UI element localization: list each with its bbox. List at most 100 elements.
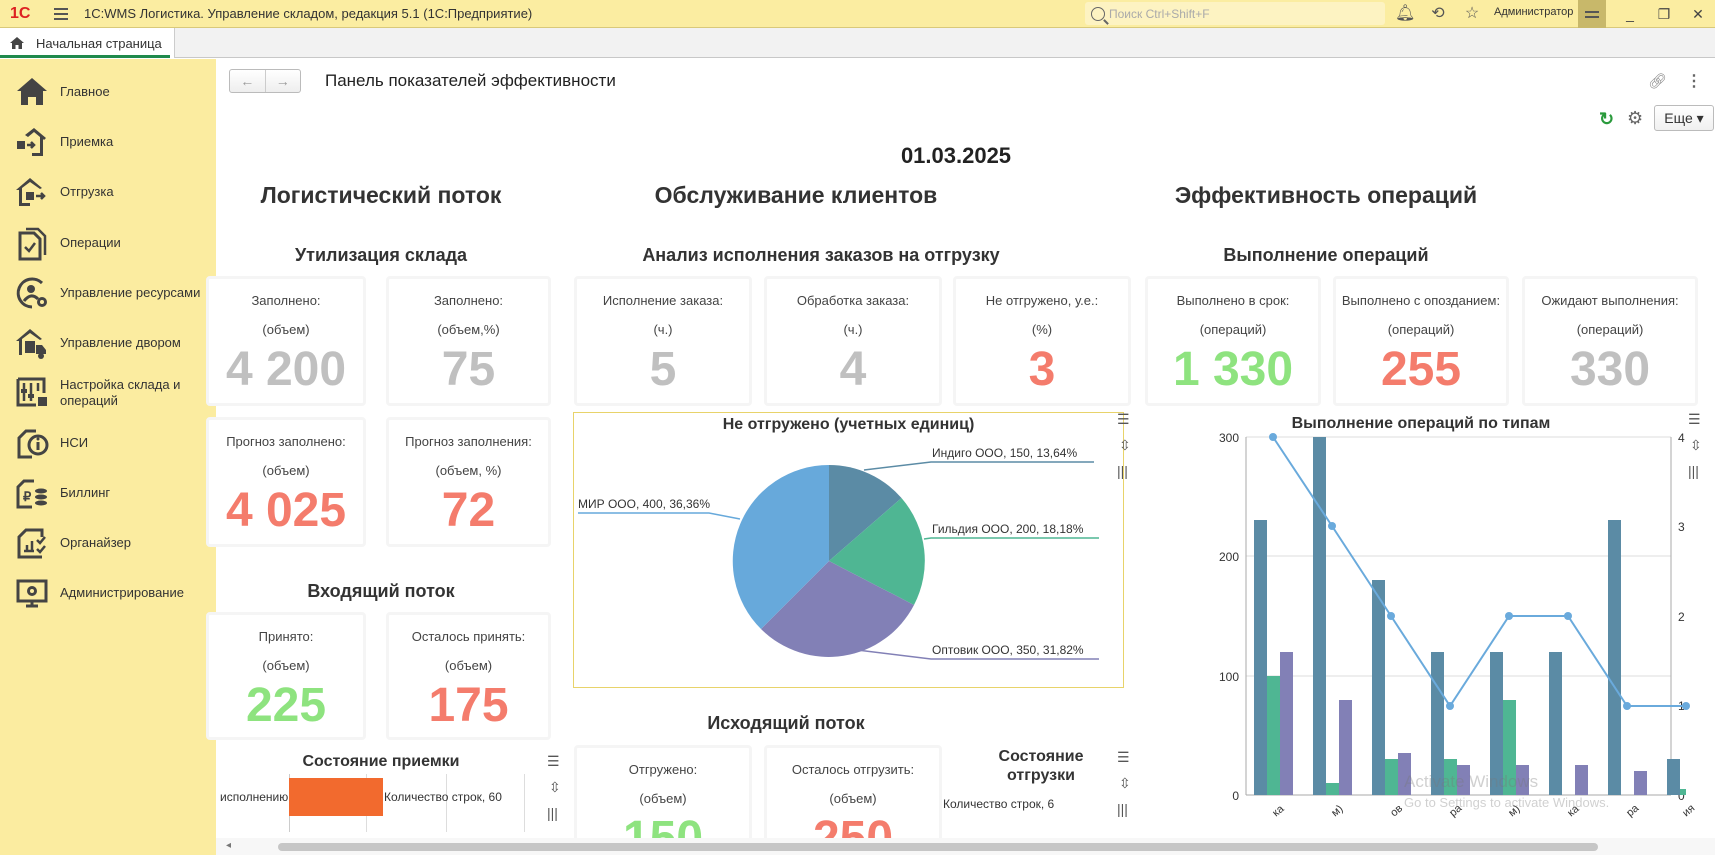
scroll-left-icon[interactable]: ◂ bbox=[226, 840, 232, 851]
section-clients-title: Обслуживание клиентов bbox=[654, 182, 938, 208]
refresh-icon[interactable]: ↻ bbox=[1599, 109, 1615, 129]
svg-text:4: 4 bbox=[1678, 431, 1685, 445]
sort-icon[interactable]: ⇳ bbox=[549, 779, 561, 795]
shipment-settings-icon[interactable]: ☰ bbox=[1117, 749, 1130, 765]
kpi-value: 255 bbox=[1380, 343, 1462, 396]
more-actions-icon[interactable]: ⋮ bbox=[1686, 73, 1702, 90]
kpi-card-late: Выполнено с опозданием: (операций) 255 bbox=[1333, 276, 1509, 406]
receipt-state-chart: исполнению Количество строк, 60 bbox=[216, 774, 536, 834]
organizer-icon bbox=[17, 528, 46, 559]
sidebar-item-organizer[interactable]: Органайзер bbox=[0, 519, 216, 567]
sidebar-item-receiving[interactable]: Приемка bbox=[0, 118, 216, 166]
main-menu-icon[interactable] bbox=[54, 7, 68, 20]
history-icon[interactable]: ⟲ bbox=[1431, 5, 1445, 22]
sidebar-item-yard[interactable]: Управление двором bbox=[0, 319, 216, 367]
pie-slice-indigo bbox=[829, 464, 902, 561]
pie-chart bbox=[578, 461, 1099, 660]
horizontal-scrollbar[interactable]: ◂ bbox=[216, 838, 1715, 855]
pie-type-icon[interactable]: ||| bbox=[1117, 463, 1128, 479]
chart-settings-icon[interactable]: ☰ bbox=[547, 753, 560, 769]
kpi-card-received: Принято: (объем) 225 bbox=[206, 612, 366, 740]
more-button[interactable]: Еще ▾ bbox=[1654, 105, 1714, 131]
kpi-value: 1 330 bbox=[1172, 343, 1294, 396]
scrollbar-thumb[interactable] bbox=[278, 843, 1598, 851]
search-icon bbox=[1091, 6, 1105, 21]
back-button[interactable]: ← bbox=[230, 70, 266, 92]
svg-text:ов: ов bbox=[1388, 802, 1405, 819]
kpi-value: 225 bbox=[245, 679, 327, 732]
search-input[interactable]: Поиск Ctrl+Shift+F bbox=[1085, 2, 1385, 25]
sidebar-item-nsi[interactable]: НСИ bbox=[0, 419, 216, 467]
sidebar-item-billing[interactable]: ₽ Биллинг bbox=[0, 469, 216, 517]
sidebar-item-shipping[interactable]: Отгрузка bbox=[0, 168, 216, 216]
kpi-value: 72 bbox=[441, 484, 496, 537]
bar-chart-title: Выполнение операций по типам bbox=[1291, 415, 1551, 432]
shipment-sort-icon[interactable]: ⇳ bbox=[1119, 775, 1131, 791]
svg-text:ка: ка bbox=[1270, 802, 1287, 819]
operations-bar-chart[interactable]: Выполнение операций по типам 300 200 100… bbox=[1146, 412, 1697, 852]
forward-button[interactable]: → bbox=[275, 73, 290, 89]
kpi-card-forecast-percent: Прогноз заполнения: (объем, %) 72 bbox=[386, 417, 551, 547]
bar-settings-icon[interactable]: ☰ bbox=[1688, 411, 1701, 427]
kpi-card-forecast-volume: Прогноз заполнено: (объем) 4 025 bbox=[206, 417, 366, 547]
sidebar-item-administration[interactable]: Администрирование bbox=[0, 569, 216, 617]
kpi-value: 4 200 bbox=[225, 343, 347, 396]
shipment-state-label: Количество строк, 6 bbox=[943, 797, 1055, 811]
report-date: 01.03.2025 bbox=[900, 143, 1012, 168]
sidebar-item-operations[interactable]: Операции bbox=[0, 219, 216, 267]
nav-buttons: ← → bbox=[229, 69, 301, 93]
shipment-state-title: Состояние отгрузки bbox=[998, 748, 1084, 784]
svg-text:100: 100 bbox=[1219, 670, 1239, 684]
svg-text:ия: ия bbox=[1680, 802, 1697, 819]
billing-icon: ₽ bbox=[16, 479, 47, 509]
operations-title: Выполнение операций bbox=[1223, 245, 1429, 265]
orders-title: Анализ исполнения заказов на отгрузку bbox=[642, 245, 1000, 265]
sliders-icon bbox=[16, 377, 47, 407]
tab-label: Начальная страница bbox=[36, 35, 162, 51]
tab-home[interactable]: Начальная страница bbox=[0, 28, 175, 58]
settings-menu-button[interactable] bbox=[1578, 0, 1606, 28]
svg-text:₽: ₽ bbox=[23, 489, 32, 504]
pie-label-indigo: Индиго ООО, 150, 13,64% bbox=[932, 446, 1078, 460]
shipping-icon bbox=[16, 178, 46, 206]
svg-text:ра: ра bbox=[1624, 802, 1642, 820]
close-button[interactable]: ✕ bbox=[1692, 6, 1704, 22]
sidebar-item-resources[interactable]: Управление ресурсами bbox=[0, 269, 216, 317]
bar-sort-icon[interactable]: ⇳ bbox=[1690, 437, 1702, 453]
restore-button[interactable]: ❐ bbox=[1657, 6, 1671, 22]
minimize-button[interactable]: _ bbox=[1626, 6, 1634, 22]
page-title: Панель показателей эффективности bbox=[325, 71, 616, 90]
kpi-card-remaining-receive: Осталось принять: (объем) 175 bbox=[386, 612, 551, 740]
pie-settings-icon[interactable]: ☰ bbox=[1117, 411, 1130, 427]
info-document-icon bbox=[17, 429, 49, 459]
section-logistics-title: Логистический поток bbox=[260, 182, 502, 208]
bell-icon[interactable]: 🔔︎ bbox=[1395, 5, 1416, 22]
star-icon[interactable]: ☆ bbox=[1464, 5, 1480, 22]
activation-watermark-sub: Go to Settings to activate Windows. bbox=[1404, 795, 1610, 810]
svg-text:3: 3 bbox=[1678, 520, 1685, 534]
pie-chart-title: Не отгружено (учетных единиц) bbox=[722, 416, 975, 433]
bar-type-icon[interactable]: ||| bbox=[1688, 463, 1699, 479]
home-icon bbox=[10, 37, 24, 49]
resources-icon bbox=[16, 277, 47, 309]
shipment-type-icon[interactable]: ||| bbox=[1117, 801, 1128, 817]
link-icon[interactable]: 🔗︎ bbox=[1648, 73, 1668, 90]
kpi-card-remaining-ship: Осталось отгрузить: (объем) 250 bbox=[764, 745, 942, 864]
sidebar-item-warehouse-settings[interactable]: Настройка склада и операций bbox=[0, 369, 216, 417]
pie-sort-icon[interactable]: ⇳ bbox=[1119, 437, 1131, 453]
kpi-value: 5 bbox=[649, 343, 677, 396]
app-title: 1С:WMS Логистика. Управление складом, ре… bbox=[84, 6, 533, 21]
pie-label-gildiya: Гильдия ООО, 200, 18,18% bbox=[932, 522, 1084, 536]
main-content: ← → Панель показателей эффективности 🔗︎ … bbox=[206, 59, 1715, 864]
kpi-card-filled-percent: Заполнено: (объем,%) 75 bbox=[386, 276, 551, 406]
activation-watermark: Activate Windows bbox=[1404, 772, 1539, 791]
user-name[interactable]: Администратор bbox=[1494, 6, 1574, 18]
kpi-card-on-time: Выполнено в срок: (операций) 1 330 bbox=[1145, 276, 1321, 406]
gear-icon[interactable]: ⚙ bbox=[1627, 108, 1644, 128]
pie-chart-panel[interactable]: Не отгружено (учетных единиц) Индиго ООО… bbox=[573, 412, 1124, 688]
receipt-state-title: Состояние приемки bbox=[302, 753, 460, 770]
chart-type-icon[interactable]: ||| bbox=[547, 805, 558, 821]
svg-text:м): м) bbox=[1329, 803, 1345, 819]
utilization-title: Утилизация склада bbox=[294, 245, 468, 265]
sidebar-item-main[interactable]: Главное bbox=[0, 68, 216, 116]
